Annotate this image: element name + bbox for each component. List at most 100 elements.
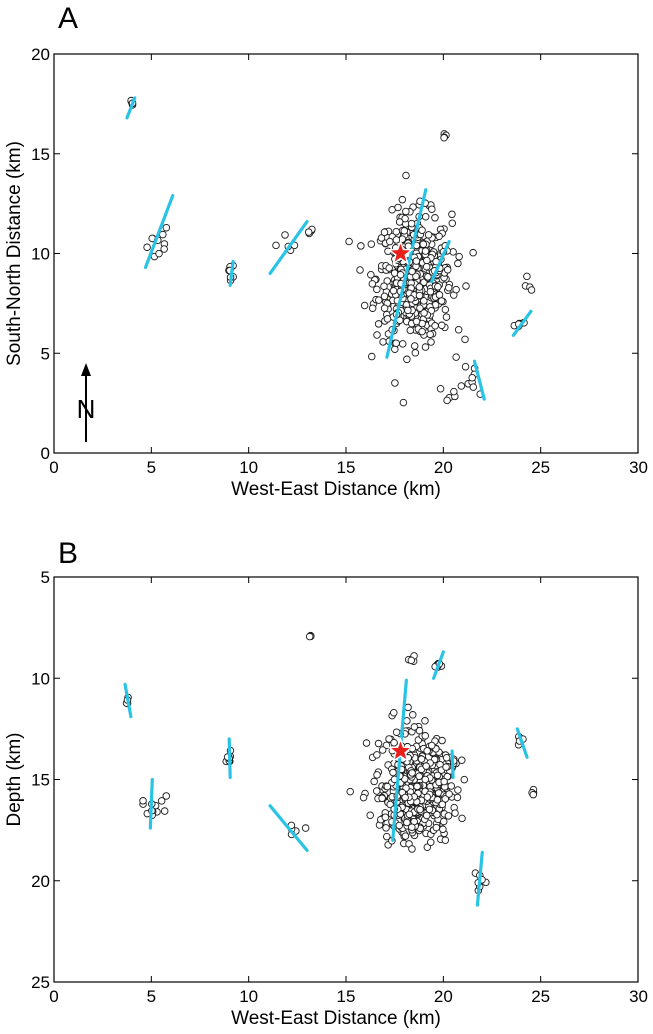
- event-cluster: [139, 792, 171, 820]
- event-point: [462, 282, 470, 290]
- event-point: [373, 331, 381, 339]
- event-point: [373, 771, 381, 779]
- event-point: [392, 728, 401, 736]
- event-point: [373, 285, 381, 294]
- event-cluster: [346, 703, 469, 853]
- event-point: [374, 739, 383, 748]
- event-cluster: [404, 652, 418, 666]
- event-point: [443, 396, 451, 405]
- event-point: [529, 790, 538, 799]
- event-point: [527, 286, 536, 294]
- event-point: [370, 777, 378, 786]
- panel-label: A: [58, 2, 78, 35]
- fault-line: [148, 777, 154, 830]
- x-tick-label: 5: [147, 987, 156, 1006]
- event-point: [415, 726, 424, 735]
- event-point: [389, 287, 398, 295]
- event-point: [407, 219, 416, 228]
- event-point: [385, 735, 393, 743]
- event-point: [366, 811, 374, 820]
- event-point: [421, 732, 430, 740]
- event-point: [445, 790, 453, 798]
- event-point: [423, 256, 431, 265]
- event-point: [392, 227, 401, 236]
- y-tick-label: 15: [31, 771, 50, 790]
- plot-frame: [53, 576, 639, 983]
- event-point: [380, 282, 388, 290]
- event-point: [417, 755, 426, 763]
- event-point: [394, 203, 402, 212]
- x-tick-label: 0: [49, 987, 58, 1006]
- event-point: [432, 823, 441, 832]
- fault-line: [385, 188, 428, 359]
- event-point: [415, 772, 423, 781]
- plot-area: [122, 631, 538, 907]
- event-point: [423, 843, 432, 852]
- x-axis-label: West-East Distance (km): [231, 1008, 441, 1029]
- event-point: [450, 387, 458, 396]
- event-point: [357, 242, 365, 250]
- event-cluster: [461, 362, 484, 398]
- panel-b-depth-section: B 0 5 10 15 20 25 30 5 10 15 20 25 West-East Distance…: [4, 537, 648, 1029]
- event-point: [402, 171, 410, 180]
- event-point: [406, 326, 415, 335]
- event-point: [401, 214, 409, 223]
- event-point: [420, 297, 428, 305]
- event-point: [440, 777, 448, 786]
- fault-line: [511, 309, 533, 337]
- event-point: [428, 205, 436, 213]
- event-point: [424, 231, 433, 239]
- fault-line: [472, 359, 486, 401]
- fault-line: [143, 194, 175, 270]
- fault-line: [432, 650, 445, 680]
- event-point: [381, 813, 390, 822]
- event-point: [443, 266, 452, 274]
- event-point: [362, 739, 371, 747]
- x-tick-label: 30: [629, 458, 648, 477]
- event-point: [143, 243, 151, 251]
- event-point: [416, 805, 424, 814]
- event-point: [305, 632, 314, 641]
- event-point: [345, 237, 353, 246]
- event-point: [435, 232, 443, 241]
- event-point: [367, 240, 376, 248]
- event-point: [139, 797, 147, 805]
- x-tick-label: 30: [629, 987, 648, 1006]
- event-point: [458, 756, 466, 765]
- event-point: [405, 810, 414, 819]
- event-point: [437, 321, 446, 330]
- event-point: [452, 285, 460, 294]
- plot-frame: [53, 53, 639, 454]
- y-tick-label: 5: [41, 568, 50, 587]
- fault-line: [450, 749, 455, 780]
- fault-line: [268, 219, 309, 276]
- fault-line: [268, 804, 309, 852]
- fault-line: [228, 259, 235, 288]
- x-tick-label: 10: [239, 458, 258, 477]
- event-point: [391, 379, 399, 387]
- event-point: [420, 309, 428, 317]
- event-point: [368, 304, 377, 312]
- event-point: [412, 257, 421, 265]
- event-point: [452, 353, 460, 361]
- event-point: [380, 292, 389, 301]
- event-point: [407, 656, 416, 665]
- event-point: [373, 751, 381, 759]
- fault-line: [430, 239, 451, 284]
- event-point: [419, 240, 428, 248]
- event-cluster: [521, 272, 536, 294]
- event-point: [390, 709, 398, 717]
- event-point: [367, 270, 375, 279]
- event-point: [368, 280, 377, 288]
- event-point: [383, 277, 391, 285]
- event-point: [395, 821, 404, 830]
- event-point: [382, 824, 390, 832]
- event-point: [404, 306, 412, 315]
- event-point: [425, 805, 434, 814]
- y-tick-label: 10: [31, 245, 50, 264]
- event-point: [157, 797, 166, 805]
- event-cluster: [345, 171, 477, 407]
- event-point: [437, 297, 446, 305]
- event-cluster: [143, 223, 171, 261]
